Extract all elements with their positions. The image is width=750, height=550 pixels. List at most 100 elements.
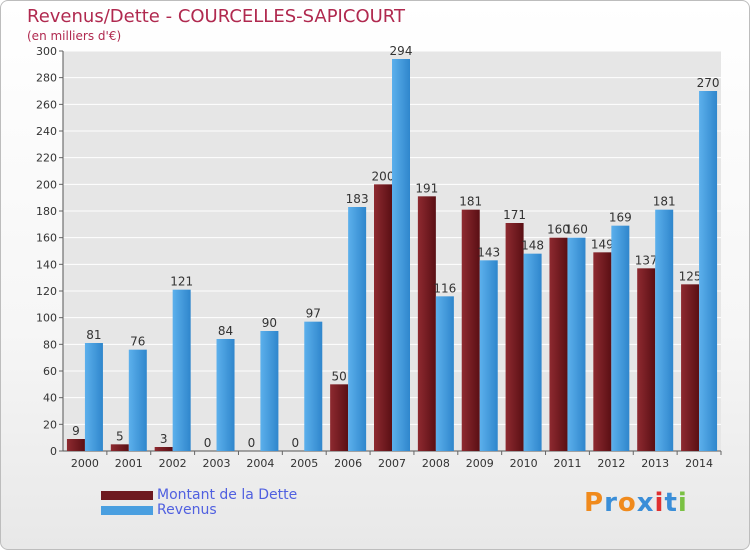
x-tick-label: 2009 xyxy=(466,457,494,470)
bar-dette xyxy=(154,447,173,451)
x-tick-label: 2013 xyxy=(641,457,669,470)
data-label-dette: 5 xyxy=(116,429,124,443)
data-label-revenus: 90 xyxy=(262,316,277,330)
chart-subtitle: (en milliers d'€) xyxy=(27,29,122,43)
bar-revenus xyxy=(611,225,630,451)
bar-dette xyxy=(374,184,392,452)
bar-revenus xyxy=(435,296,454,451)
bar-revenus xyxy=(260,331,279,451)
data-label-revenus: 143 xyxy=(477,245,500,259)
data-label-revenus: 121 xyxy=(170,275,193,289)
logo-letter: o xyxy=(617,488,637,518)
bar-revenus xyxy=(216,339,235,451)
y-tick-label: 200 xyxy=(36,178,57,191)
y-tick-label: 280 xyxy=(36,72,57,85)
y-tick-label: 140 xyxy=(36,258,57,271)
y-tick-label: 100 xyxy=(36,312,57,325)
legend-item-dette: Montant de la Dette xyxy=(101,487,321,503)
y-tick-label: 260 xyxy=(36,98,57,111)
data-label-dette: 3 xyxy=(160,432,168,446)
x-tick-label: 2007 xyxy=(378,457,406,470)
y-tick-label: 120 xyxy=(36,285,57,298)
data-label-revenus: 84 xyxy=(218,324,233,338)
data-label-revenus: 76 xyxy=(130,335,145,349)
bar-revenus xyxy=(348,207,367,451)
legend-label-revenus: Revenus xyxy=(157,502,217,518)
x-tick-label: 2002 xyxy=(159,457,187,470)
chart-title: Revenus/Dette - COURCELLES-SAPICOURT xyxy=(27,6,405,27)
bar-revenus xyxy=(523,253,542,451)
y-tick-label: 80 xyxy=(43,338,57,351)
x-tick-label: 2005 xyxy=(290,457,318,470)
bar-revenus xyxy=(479,260,498,451)
data-label-dette: 137 xyxy=(635,253,658,267)
x-tick-label: 2004 xyxy=(246,457,274,470)
bar-dette xyxy=(549,237,568,451)
data-label-revenus: 81 xyxy=(86,328,101,342)
bar-revenus xyxy=(84,343,103,451)
x-tick-label: 2001 xyxy=(115,457,143,470)
bar-dette xyxy=(330,384,349,451)
proxiti-logo: Proxiti xyxy=(584,488,688,518)
bar-revenus xyxy=(128,349,147,451)
data-label-revenus: 116 xyxy=(433,281,456,295)
data-label-dette: 149 xyxy=(591,237,614,251)
data-label-revenus: 148 xyxy=(521,239,544,253)
logo-letter: i xyxy=(677,488,688,518)
x-tick-label: 2014 xyxy=(685,457,713,470)
y-tick-label: 180 xyxy=(36,205,57,218)
bar-dette xyxy=(417,196,436,451)
logo-letter: t xyxy=(664,488,678,518)
data-label-dette: 191 xyxy=(415,181,438,195)
x-tick-label: 2008 xyxy=(422,457,450,470)
logo-letter: i xyxy=(654,488,665,518)
logo-letter: r xyxy=(604,488,618,518)
data-label-dette: 125 xyxy=(679,269,702,283)
bar-dette xyxy=(461,209,480,451)
x-tick-label: 2011 xyxy=(553,457,581,470)
data-label-dette: 9 xyxy=(72,424,80,438)
data-label-dette: 0 xyxy=(291,436,299,450)
data-label-dette: 171 xyxy=(503,208,526,222)
bar-dette xyxy=(66,439,85,451)
data-label-revenus: 183 xyxy=(346,192,369,206)
y-tick-label: 160 xyxy=(36,232,57,245)
bar-dette xyxy=(593,252,612,451)
x-tick-label: 2000 xyxy=(71,457,99,470)
bar-dette xyxy=(681,284,700,451)
bar-dette xyxy=(505,223,524,451)
data-label-revenus: 160 xyxy=(565,223,588,237)
y-tick-label: 300 xyxy=(36,45,57,58)
data-label-dette: 0 xyxy=(248,436,256,450)
y-tick-label: 20 xyxy=(43,418,57,431)
data-label-revenus: 97 xyxy=(306,307,321,321)
bar-dette xyxy=(637,268,656,451)
data-label-dette: 181 xyxy=(459,195,482,209)
legend-label-dette: Montant de la Dette xyxy=(157,487,298,503)
logo-letter: P xyxy=(584,488,605,518)
data-label-revenus: 169 xyxy=(609,211,632,225)
x-tick-label: 2003 xyxy=(203,457,231,470)
bar-dette xyxy=(110,444,129,451)
data-label-dette: 0 xyxy=(204,436,212,450)
legend-swatch-dette xyxy=(101,491,153,500)
legend-item-revenus: Revenus xyxy=(101,502,321,518)
bar-revenus xyxy=(655,209,674,451)
x-tick-label: 2012 xyxy=(597,457,625,470)
y-tick-label: 220 xyxy=(36,152,57,165)
bar-revenus xyxy=(304,321,323,451)
bar-revenus xyxy=(172,289,191,451)
bar-revenus xyxy=(567,237,586,451)
bar-revenus xyxy=(392,59,410,451)
y-tick-label: 0 xyxy=(50,445,57,458)
y-tick-label: 240 xyxy=(36,125,57,138)
data-label-revenus: 294 xyxy=(390,44,413,58)
data-label-dette: 160 xyxy=(547,223,570,237)
legend-swatch-revenus xyxy=(101,506,153,515)
logo-letter: x xyxy=(636,488,655,518)
y-tick-label: 40 xyxy=(43,392,57,405)
data-label-revenus: 181 xyxy=(653,195,676,209)
y-tick-label: 60 xyxy=(43,365,57,378)
